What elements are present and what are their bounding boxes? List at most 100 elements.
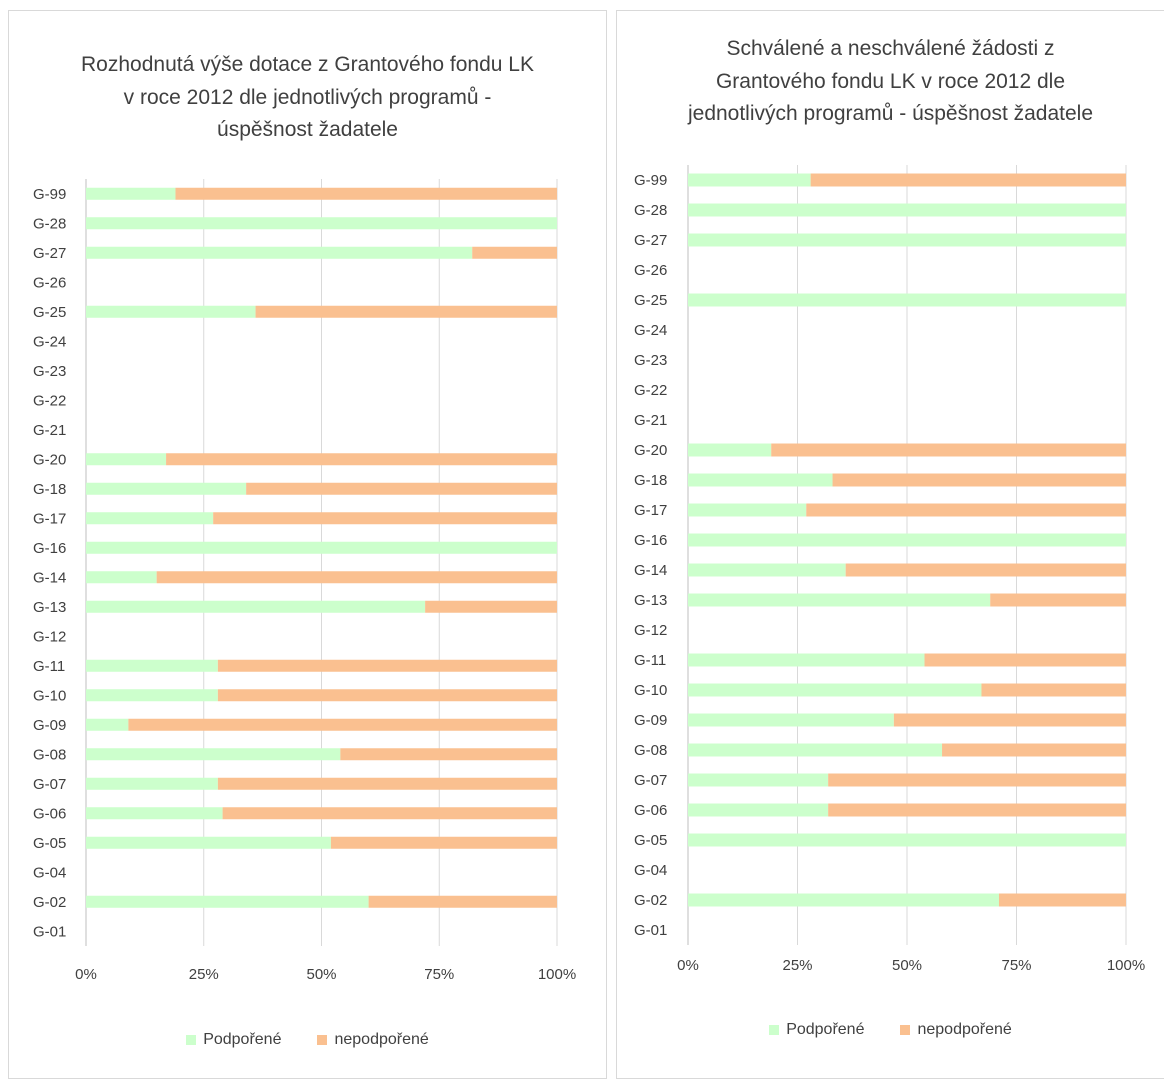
x-tick-label: 100% <box>1107 957 1145 974</box>
legend-swatch-unsupported <box>900 1025 911 1035</box>
y-tick-label: G-02 <box>634 892 667 909</box>
y-tick-label: G-08 <box>33 746 66 763</box>
bar-unsupported <box>845 563 1126 577</box>
bar-supported <box>86 305 256 318</box>
bar-unsupported <box>255 305 557 318</box>
bar-supported <box>688 893 999 907</box>
y-tick-label: G-07 <box>33 776 66 793</box>
bar-supported <box>86 482 247 495</box>
bar-unsupported <box>330 836 557 849</box>
x-tick-label: 0% <box>75 966 97 983</box>
bar-supported <box>86 718 129 731</box>
y-tick-label: G-21 <box>634 412 667 429</box>
y-tick-label: G-10 <box>33 687 66 704</box>
y-tick-label: G-05 <box>33 835 66 852</box>
y-tick-label: G-01 <box>33 923 66 940</box>
y-tick-label: G-06 <box>33 805 66 822</box>
bar-supported <box>688 443 772 457</box>
y-tick-label: G-17 <box>634 502 667 519</box>
bar-supported <box>86 777 218 790</box>
y-tick-label: G-26 <box>634 262 667 279</box>
bar-unsupported <box>175 187 558 200</box>
y-tick-label: G-99 <box>33 186 66 203</box>
plot-area-right: 0% 25% 50% 75% 100% G-99 G-28 G-27 G-26 G-25 G-24 G… <box>634 165 1145 974</box>
bar-supported <box>86 836 331 849</box>
legend-swatch-unsupported <box>317 1035 328 1045</box>
y-tick-label: G-18 <box>33 481 66 498</box>
y-tick-label: G-28 <box>33 215 66 232</box>
y-tick-label: G-12 <box>33 628 66 645</box>
y-tick-label: G-24 <box>33 333 66 350</box>
chart-title-left: Rozhodnutá výše dotace z Grantového fond… <box>81 53 534 141</box>
y-tick-label: G-11 <box>33 658 65 675</box>
bar-unsupported <box>217 689 557 702</box>
chart-panel-left: Rozhodnutá výše dotace z Grantového fond… <box>8 10 607 1079</box>
y-tick-label: G-24 <box>634 322 667 339</box>
y-tick-label: G-27 <box>33 245 66 262</box>
legend-right: Podpořené nepodpořené <box>617 1021 1164 1039</box>
bar-supported <box>688 473 833 487</box>
bar-supported <box>86 453 167 466</box>
bar-supported <box>688 683 982 697</box>
bar-supported <box>86 217 557 230</box>
bar-supported <box>86 807 223 820</box>
x-tick-label: 50% <box>306 966 336 983</box>
bar-unsupported <box>832 473 1126 487</box>
y-tick-label: G-25 <box>33 304 66 321</box>
bar-supported <box>688 293 1126 307</box>
x-tick-label: 75% <box>1001 957 1031 974</box>
bar-unsupported <box>924 653 1126 667</box>
bar-unsupported <box>368 895 557 908</box>
bar-unsupported <box>942 743 1126 757</box>
y-tick-label: G-25 <box>634 292 667 309</box>
y-tick-label: G-13 <box>33 599 66 616</box>
y-tick-label: G-02 <box>33 894 66 911</box>
x-tick-label: 25% <box>782 957 812 974</box>
y-tick-label: G-23 <box>33 363 66 380</box>
bar-supported <box>86 187 176 200</box>
bar-unsupported <box>472 246 557 259</box>
legend-item-supported: Podpořené <box>186 1031 281 1049</box>
bar-unsupported <box>425 600 557 613</box>
bar-supported <box>86 895 369 908</box>
y-tick-label: G-04 <box>33 864 66 881</box>
bar-supported <box>86 600 426 613</box>
y-tick-label: G-07 <box>634 772 667 789</box>
y-tick-label: G-16 <box>33 540 66 557</box>
plot-area-left: 0% 25% 50% 75% 100% G-99 G-28 G-27 G-26 G-25 G-24 G… <box>33 179 576 983</box>
bar-supported <box>86 512 214 525</box>
y-tick-label: G-27 <box>634 232 667 249</box>
y-tick-label: G-05 <box>634 832 667 849</box>
bar-unsupported <box>981 683 1126 697</box>
legend-swatch-supported <box>186 1035 197 1045</box>
bar-unsupported <box>828 803 1126 817</box>
y-tick-label: G-28 <box>634 202 667 219</box>
bar-supported <box>688 233 1126 247</box>
y-tick-label: G-99 <box>634 172 667 189</box>
legend-label-supported: Podpořené <box>203 1031 282 1048</box>
y-tick-label: G-22 <box>634 382 667 399</box>
x-tick-label: 25% <box>189 966 219 983</box>
y-tick-label: G-16 <box>634 532 667 549</box>
y-tick-label: G-14 <box>634 562 667 579</box>
bar-unsupported <box>156 571 557 584</box>
bar-supported <box>86 748 341 761</box>
bar-supported <box>688 743 943 757</box>
y-tick-label: G-26 <box>33 274 66 291</box>
legend-label-supported: Podpořené <box>786 1021 865 1038</box>
chart-title-right: Schválené a neschválené žádosti z Granto… <box>687 37 1094 125</box>
bar-unsupported <box>771 443 1126 457</box>
bar-supported <box>688 203 1126 217</box>
bar-supported <box>688 533 1126 547</box>
bar-unsupported <box>217 659 557 672</box>
legend-swatch-supported <box>769 1025 780 1035</box>
bar-supported <box>86 541 557 554</box>
legend-label-unsupported: nepodpořené <box>917 1021 1012 1038</box>
y-tick-label: G-06 <box>634 802 667 819</box>
bar-supported <box>86 246 473 259</box>
bar-supported <box>688 173 811 187</box>
y-tick-label: G-20 <box>634 442 667 459</box>
y-tick-label: G-12 <box>634 622 667 639</box>
bar-unsupported <box>166 453 557 466</box>
y-tick-label: G-23 <box>634 352 667 369</box>
